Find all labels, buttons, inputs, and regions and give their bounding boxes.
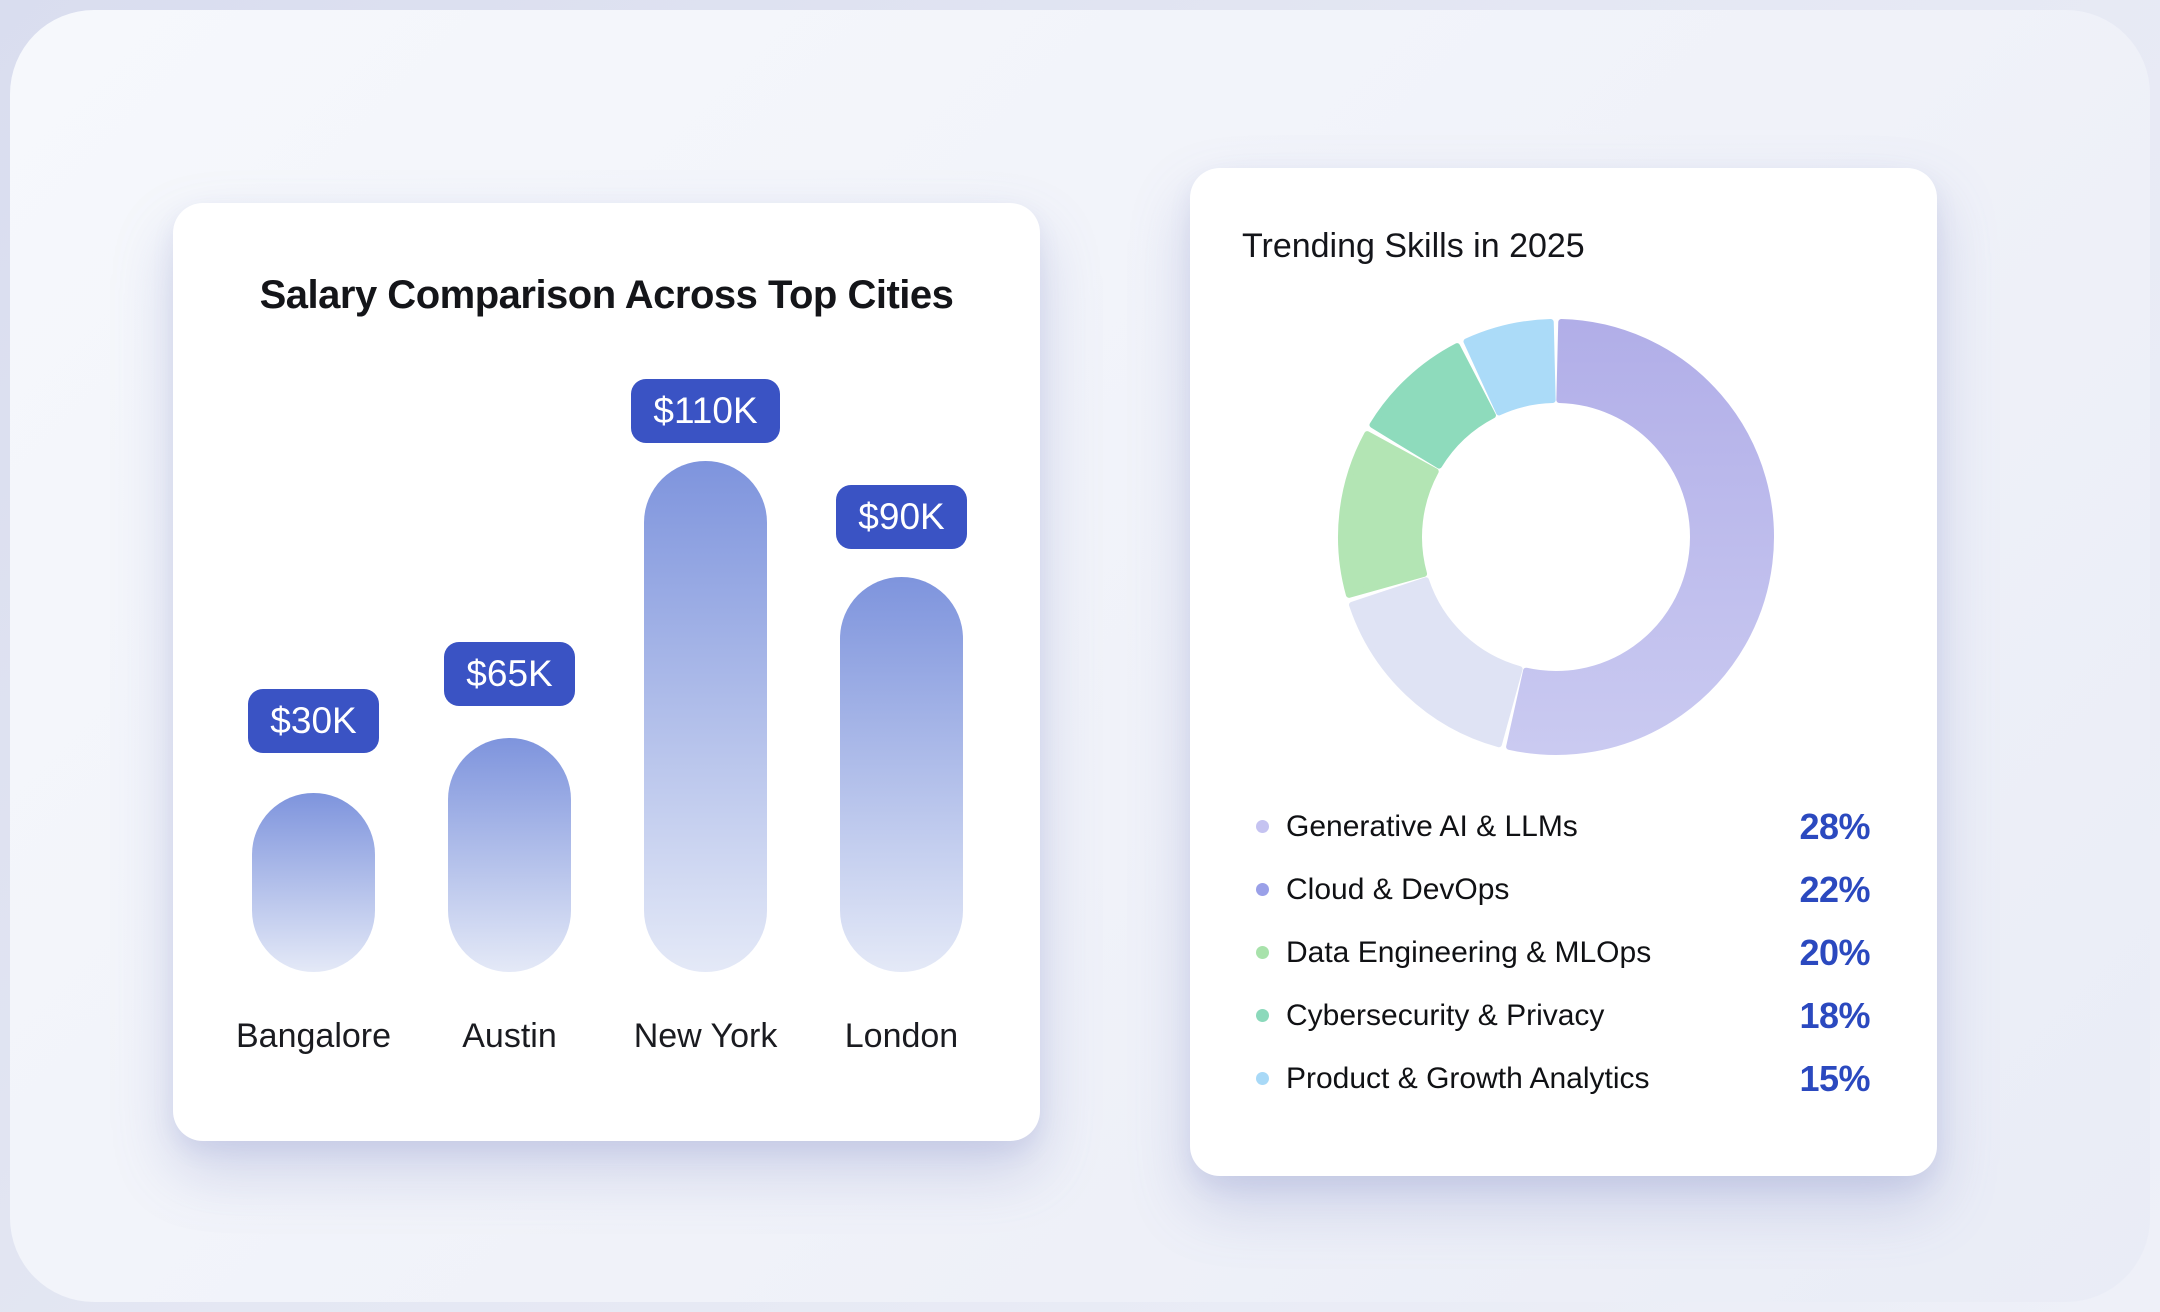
donut-chart-svg (1338, 319, 1774, 755)
skills-card: Trending Skills in 2025 Generative AI & … (1190, 168, 1937, 1176)
value-badge: $65K (444, 642, 575, 706)
bar-chart: $30K Bangalore $65K Austin $110K New York $90K… (236, 379, 967, 1055)
category-label: Austin (462, 1017, 557, 1055)
legend-percent: 20% (1799, 931, 1870, 973)
legend-row: Data Engineering & MLOps 20% (1256, 921, 1870, 984)
legend-row: Cybersecurity & Privacy 18% (1256, 984, 1870, 1047)
legend-dot-icon (1256, 820, 1269, 833)
donut-segment-3 (1369, 343, 1496, 469)
donut-segment-2 (1338, 431, 1439, 598)
legend-percent: 15% (1799, 1057, 1870, 1099)
donut-legend: Generative AI & LLMs 28% Cloud & DevOps 22%… (1256, 795, 1870, 1110)
bar (252, 793, 375, 972)
legend-row: Generative AI & LLMs 28% (1256, 795, 1870, 858)
bar (840, 577, 963, 972)
donut-segment-4 (1463, 319, 1556, 416)
legend-label: Cloud & DevOps (1286, 872, 1510, 906)
value-badge: $110K (631, 379, 780, 443)
donut-segment-0 (1506, 319, 1774, 755)
legend-dot-icon (1256, 883, 1269, 896)
salary-card: Salary Comparison Across Top Cities $30K… (173, 203, 1040, 1141)
legend-percent: 18% (1799, 994, 1870, 1036)
category-label: London (844, 1017, 959, 1055)
legend-label: Data Engineering & MLOps (1286, 935, 1652, 969)
bar-column-london: $90K London (836, 485, 967, 1055)
legend-label: Generative AI & LLMs (1286, 809, 1578, 843)
category-label: Bangalore (236, 1017, 392, 1055)
legend-percent: 28% (1799, 805, 1870, 847)
legend-percent: 22% (1799, 868, 1870, 910)
value-badge: $90K (836, 485, 967, 549)
legend-row: Product & Growth Analytics 15% (1256, 1047, 1870, 1110)
donut-segment-1 (1348, 577, 1523, 748)
bar-column-austin: $65K Austin (444, 642, 575, 1055)
value-badge: $30K (248, 689, 379, 753)
bar-column-bangalore: $30K Bangalore (236, 689, 391, 1054)
bar (644, 461, 767, 972)
legend-row: Cloud & DevOps 22% (1256, 858, 1870, 921)
donut-chart (1326, 307, 1786, 767)
bar-column-new-york: $110K New York (631, 379, 780, 1054)
legend-dot-icon (1256, 1009, 1269, 1022)
salary-chart-title: Salary Comparison Across Top Cities (259, 273, 954, 317)
legend-dot-icon (1256, 1072, 1269, 1085)
category-label: New York (633, 1017, 778, 1055)
legend-label: Cybersecurity & Privacy (1286, 998, 1605, 1032)
skills-chart-title: Trending Skills in 2025 (1242, 227, 1585, 265)
bar (448, 738, 571, 972)
legend-label: Product & Growth Analytics (1286, 1061, 1650, 1095)
legend-dot-icon (1256, 946, 1269, 959)
